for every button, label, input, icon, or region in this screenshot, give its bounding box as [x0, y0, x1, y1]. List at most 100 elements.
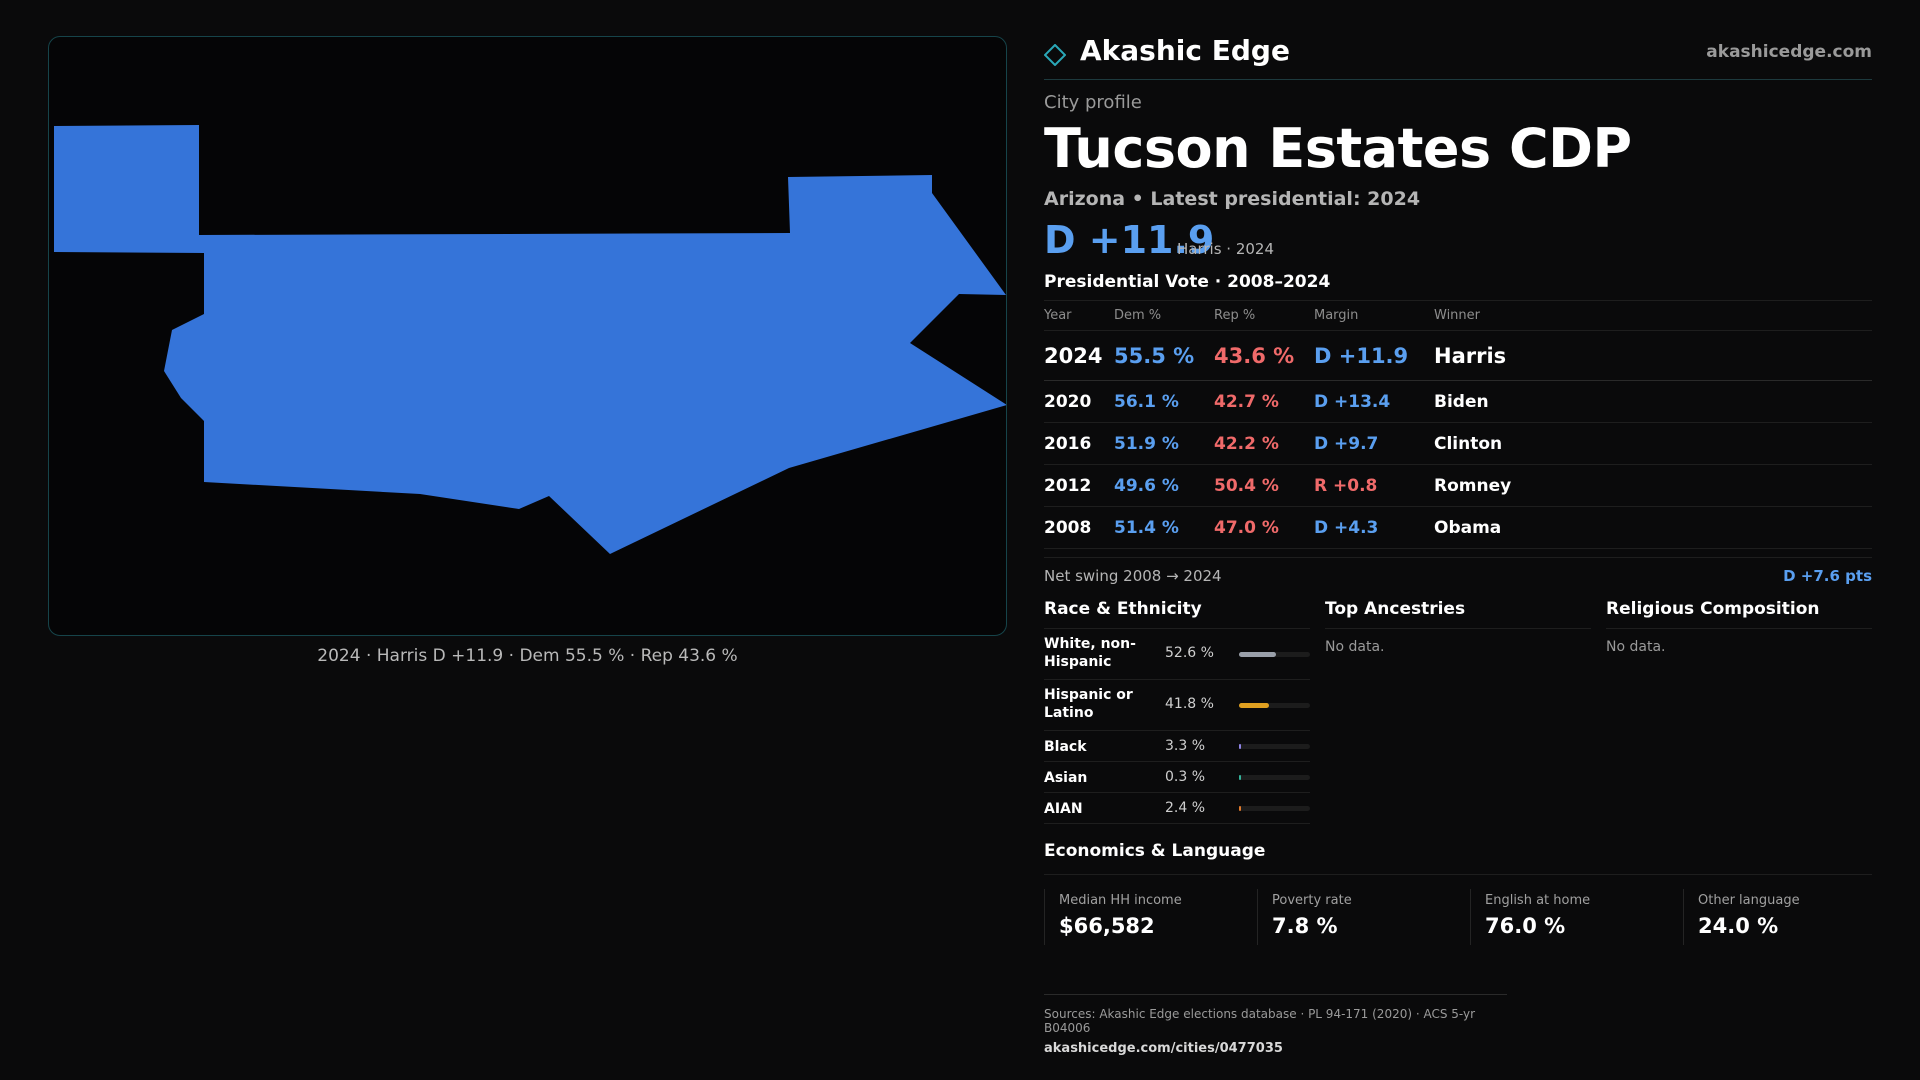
stat-label: Other language: [1698, 893, 1800, 908]
stat-value: $66,582: [1059, 914, 1155, 938]
table-row: 2020 56.1 % 42.7 % D +13.4 Biden: [1044, 380, 1872, 423]
cell-year: 2012: [1044, 464, 1114, 507]
diamond-icon: [1044, 44, 1066, 66]
cell-dem: 49.6 %: [1114, 464, 1214, 507]
race-bar-track: [1239, 806, 1310, 811]
race-percent: 3.3 %: [1165, 738, 1206, 754]
race-row: Black 3.3 %: [1044, 731, 1310, 762]
city-boundary-shape: [54, 125, 1006, 554]
race-label: Asian: [1044, 770, 1088, 786]
net-swing-row: Net swing 2008 → 2024 D +7.6 pts: [1044, 557, 1872, 591]
headline-margin: D +11.9: [1044, 218, 1215, 262]
race-bar-track: [1239, 775, 1310, 780]
brand-url-link[interactable]: akashicedge.com: [1706, 42, 1872, 62]
page-title: Tucson Estates CDP: [1044, 117, 1632, 180]
race-label: Hispanic or Latino: [1044, 687, 1133, 721]
race-bar-track: [1239, 652, 1310, 657]
presidential-title: Presidential Vote · 2008–2024: [1044, 272, 1331, 292]
cell-winner: Biden: [1434, 380, 1872, 423]
cell-year: 2016: [1044, 422, 1114, 465]
profile-panel: Akashic Edge akashicedge.com City profil…: [1044, 28, 1872, 959]
brand-header: Akashic Edge akashicedge.com: [1044, 28, 1872, 80]
race-label: Black: [1044, 739, 1087, 755]
cell-margin: R +0.8: [1314, 464, 1434, 507]
cell-winner: Romney: [1434, 464, 1872, 507]
demographics-section: Race & Ethnicity White, non-Hispanic 52.6…: [1044, 595, 1872, 835]
race-bar-fill: [1239, 775, 1242, 780]
cell-year: 2020: [1044, 380, 1114, 423]
race-bar-track: [1239, 744, 1310, 749]
ancestries-panel: Top Ancestries No data.: [1325, 595, 1591, 655]
race-bar-fill: [1239, 652, 1277, 657]
stat-card-poverty: Poverty rate 7.8 %: [1257, 889, 1462, 945]
cell-year: 2008: [1044, 506, 1114, 549]
presidential-table: Year Dem % Rep % Margin Winner 2024 55.5…: [1044, 300, 1872, 549]
stat-label: English at home: [1485, 893, 1591, 908]
race-row: AIAN 2.4 %: [1044, 793, 1310, 824]
column-header-margin: Margin: [1314, 300, 1434, 331]
cell-margin: D +11.9: [1314, 330, 1434, 381]
net-swing-label: Net swing 2008 → 2024: [1044, 567, 1222, 585]
cell-rep: 47.0 %: [1214, 506, 1314, 549]
cell-winner: Clinton: [1434, 422, 1872, 465]
race-percent: 0.3 %: [1165, 769, 1206, 785]
table-row: 2012 49.6 % 50.4 % R +0.8 Romney: [1044, 464, 1872, 507]
footer-sources: Sources: Akashic Edge elections database…: [1044, 1007, 1476, 1035]
stat-label: Median HH income: [1059, 893, 1182, 908]
cell-year: 2024: [1044, 330, 1114, 381]
race-ethnicity-panel: Race & Ethnicity White, non-Hispanic 52.6…: [1044, 595, 1310, 824]
cell-winner: Harris: [1434, 330, 1872, 381]
cell-dem: 51.4 %: [1114, 506, 1214, 549]
race-bar-fill: [1239, 703, 1269, 708]
race-label: White, non-Hispanic: [1044, 636, 1136, 670]
cell-rep: 50.4 %: [1214, 464, 1314, 507]
boundary-map: [54, 125, 1006, 554]
cell-rep: 43.6 %: [1214, 330, 1314, 381]
race-list: White, non-Hispanic 52.6 % Hispanic or Lat…: [1044, 629, 1310, 824]
cell-margin: D +13.4: [1314, 380, 1434, 423]
cell-rep: 42.2 %: [1214, 422, 1314, 465]
religion-title: Religious Composition: [1606, 595, 1872, 629]
table-row: 2024 55.5 % 43.6 % D +11.9 Harris: [1044, 330, 1872, 381]
table-header-row: Year Dem % Rep % Margin Winner: [1044, 300, 1872, 331]
page-subtitle: Arizona • Latest presidential: 2024: [1044, 188, 1421, 210]
brand-name[interactable]: Akashic Edge: [1080, 34, 1290, 67]
race-percent: 41.8 %: [1165, 696, 1214, 712]
table-row: 2016 51.9 % 42.2 % D +9.7 Clinton: [1044, 422, 1872, 465]
footer: Sources: Akashic Edge elections database…: [1044, 994, 1507, 1056]
race-label: AIAN: [1044, 801, 1083, 817]
headline-result: D +11.9 Harris · 2024: [1044, 218, 1872, 266]
race-row: Hispanic or Latino 41.8 %: [1044, 680, 1310, 731]
ancestries-title: Top Ancestries: [1325, 595, 1591, 629]
race-row: Asian 0.3 %: [1044, 762, 1310, 793]
race-ethnicity-title: Race & Ethnicity: [1044, 595, 1310, 629]
cell-dem: 51.9 %: [1114, 422, 1214, 465]
race-bar-fill: [1239, 744, 1242, 749]
stat-card-other-language: Other language 24.0 %: [1683, 889, 1888, 945]
race-percent: 2.4 %: [1165, 800, 1206, 816]
net-swing-value: D +7.6 pts: [1783, 567, 1872, 585]
page-kicker: City profile: [1044, 92, 1142, 113]
cell-margin: D +9.7: [1314, 422, 1434, 465]
cell-dem: 55.5 %: [1114, 330, 1214, 381]
footer-link[interactable]: akashicedge.com/cities/0477035: [1044, 1041, 1283, 1056]
religion-empty: No data.: [1606, 639, 1666, 655]
cell-dem: 56.1 %: [1114, 380, 1214, 423]
stat-value: 7.8 %: [1272, 914, 1338, 938]
stat-value: 24.0 %: [1698, 914, 1779, 938]
race-row: White, non-Hispanic 52.6 %: [1044, 629, 1310, 680]
column-header-dem: Dem %: [1114, 300, 1214, 331]
stat-value: 76.0 %: [1485, 914, 1566, 938]
table-row: 2008 51.4 % 47.0 % D +4.3 Obama: [1044, 506, 1872, 549]
race-bar-fill: [1239, 806, 1242, 811]
column-header-year: Year: [1044, 300, 1114, 331]
headline-note: Harris · 2024: [1177, 240, 1275, 258]
cell-rep: 42.7 %: [1214, 380, 1314, 423]
cell-winner: Obama: [1434, 506, 1872, 549]
column-header-winner: Winner: [1434, 300, 1872, 331]
stat-card-income: Median HH income $66,582: [1044, 889, 1249, 945]
stat-card-english: English at home 76.0 %: [1470, 889, 1675, 945]
column-header-rep: Rep %: [1214, 300, 1314, 331]
religion-panel: Religious Composition No data.: [1606, 595, 1872, 655]
race-bar-track: [1239, 703, 1310, 708]
